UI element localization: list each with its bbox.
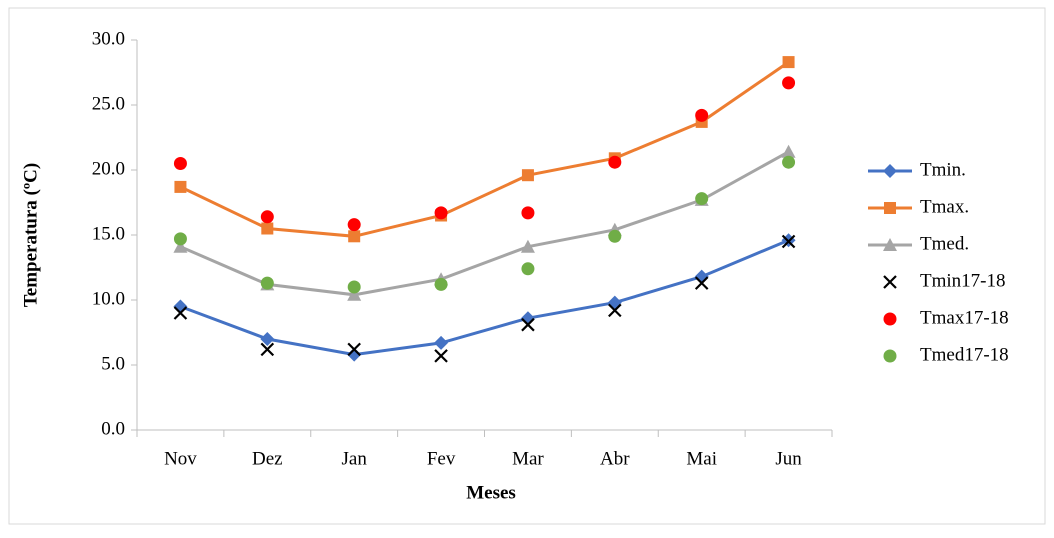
data-point (521, 206, 535, 220)
y-tick-label: 0.0 (101, 418, 125, 439)
data-point (173, 306, 188, 320)
y-tick-label: 30.0 (92, 28, 125, 49)
legend-marker (883, 238, 897, 251)
data-point (434, 277, 448, 291)
x-tick-label: Jun (775, 448, 802, 469)
data-point (608, 303, 622, 318)
data-point (694, 269, 709, 284)
x-tick-label: Mai (686, 448, 717, 469)
data-point (434, 335, 449, 350)
y-tick-label: 5.0 (101, 353, 125, 374)
y-axis-title: Temperatura (ºC) (20, 163, 41, 307)
x-axis-title: Meses (466, 482, 516, 503)
legend-label: Tmin. (920, 159, 966, 180)
x-tick-label: Jan (342, 448, 368, 469)
series-line (179, 60, 790, 238)
chart-border (8, 7, 1046, 525)
data-point (521, 169, 534, 182)
x-tick-label: Mar (512, 448, 544, 469)
data-point (607, 295, 622, 310)
data-point (521, 317, 535, 332)
data-point (173, 299, 188, 314)
data-point (174, 180, 187, 193)
x-tick-label: Abr (600, 448, 630, 469)
data-point (781, 144, 796, 158)
legend-label: Tmed. (920, 233, 969, 254)
legend-label: Tmed17-18 (920, 344, 1009, 365)
data-point (608, 229, 622, 243)
data-point (261, 222, 274, 235)
y-tick-label: 20.0 (92, 158, 125, 179)
data-point (260, 276, 274, 290)
data-point (173, 239, 188, 253)
data-point (260, 210, 274, 224)
data-point (173, 157, 187, 170)
data-point (434, 206, 448, 220)
data-point (781, 234, 796, 249)
y-tick-label: 15.0 (92, 223, 125, 244)
data-point (695, 108, 709, 122)
legend-label: Tmax. (920, 196, 969, 217)
data-point (347, 218, 361, 232)
data-point (694, 276, 709, 290)
legend-marker (883, 275, 897, 289)
data-point (782, 76, 796, 90)
legend-marker (884, 202, 896, 214)
legend-label: Tmin17-18 (920, 270, 1006, 291)
series-line (179, 238, 790, 357)
legend-marker (883, 312, 897, 326)
legend-label: Tmax17-18 (920, 307, 1009, 328)
y-tick-label: 10.0 (92, 288, 125, 309)
x-tick-label: Fev (427, 448, 456, 469)
data-point (520, 239, 535, 253)
data-point (260, 342, 275, 357)
legend-marker (883, 349, 897, 363)
data-point (782, 56, 795, 69)
data-point (260, 332, 275, 346)
data-point (348, 230, 361, 243)
data-point (347, 280, 361, 294)
legend-marker (883, 164, 897, 178)
data-point (521, 262, 535, 276)
data-point (695, 192, 709, 206)
data-point (347, 287, 362, 301)
x-tick-label: Dez (252, 448, 283, 469)
data-point (608, 155, 622, 169)
data-point (173, 232, 187, 246)
x-tick-label: Nov (164, 448, 197, 469)
y-tick-label: 25.0 (92, 93, 125, 114)
series-line (179, 150, 790, 297)
data-point (782, 155, 796, 169)
data-point (520, 311, 535, 326)
data-point (347, 347, 362, 362)
data-point (434, 349, 448, 363)
data-point (347, 342, 361, 357)
